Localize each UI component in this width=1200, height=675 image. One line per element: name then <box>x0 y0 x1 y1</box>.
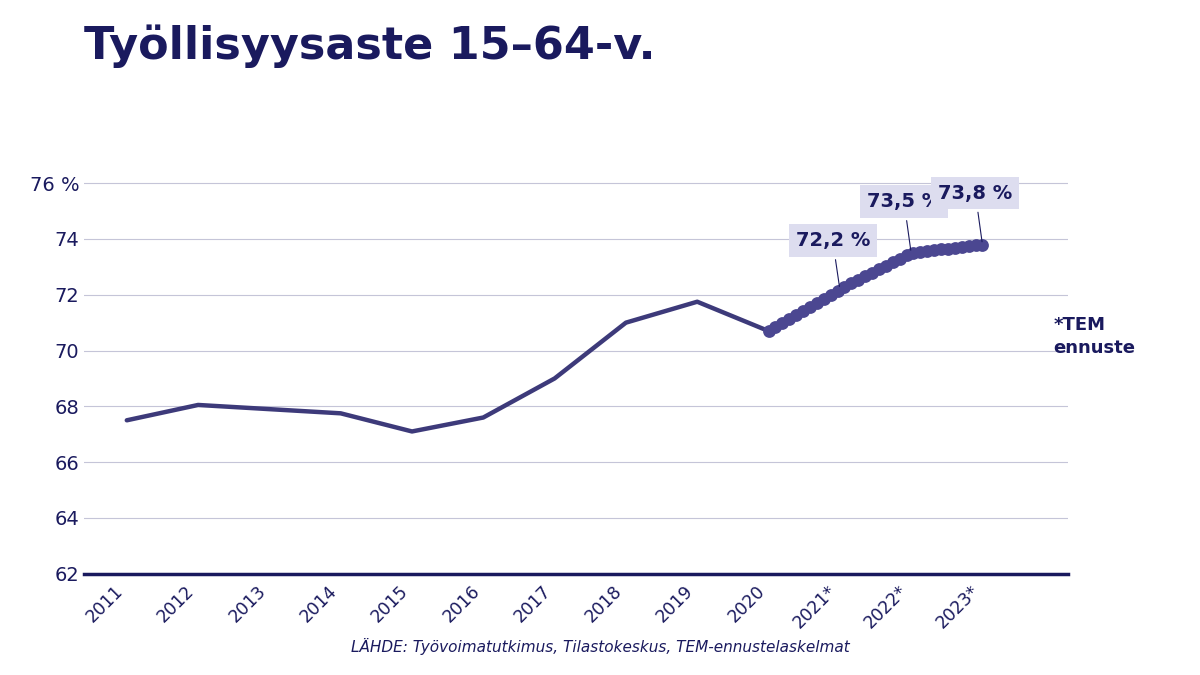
Point <box>918 246 937 256</box>
Point <box>793 305 812 316</box>
Point <box>773 317 792 328</box>
Text: Työllisyysaste 15–64-v.: Työllisyysaste 15–64-v. <box>84 24 655 68</box>
Point <box>896 250 916 261</box>
Point <box>959 241 978 252</box>
Point <box>808 297 827 308</box>
Text: 72,2 %: 72,2 % <box>796 231 870 286</box>
Text: 73,8 %: 73,8 % <box>938 184 1013 242</box>
Point <box>863 267 882 278</box>
Point <box>904 247 923 258</box>
Point <box>876 261 895 271</box>
Point <box>828 285 847 296</box>
Point <box>883 257 902 268</box>
Point <box>973 239 992 250</box>
Point <box>786 309 805 320</box>
Point <box>841 278 860 289</box>
Point <box>924 245 943 256</box>
Point <box>758 325 778 336</box>
Point <box>966 240 985 250</box>
Point <box>869 264 888 275</box>
Point <box>911 246 930 257</box>
Point <box>856 271 875 281</box>
Point <box>952 242 971 252</box>
Point <box>814 293 833 304</box>
Point <box>848 275 868 286</box>
Text: *TEM
ennuste: *TEM ennuste <box>1054 316 1135 357</box>
Point <box>780 313 799 324</box>
Point <box>938 243 958 254</box>
Point <box>766 321 785 332</box>
Point <box>835 281 854 292</box>
Text: 73,5 %: 73,5 % <box>866 192 941 250</box>
Text: LÄHDE: Työvoimatutkimus, Tilastokeskus, TEM-ennustelaskelmat: LÄHDE: Työvoimatutkimus, Tilastokeskus, … <box>350 638 850 655</box>
Point <box>931 244 950 254</box>
Point <box>890 253 910 264</box>
Point <box>821 289 840 300</box>
Point <box>800 301 820 312</box>
Point <box>946 242 965 253</box>
